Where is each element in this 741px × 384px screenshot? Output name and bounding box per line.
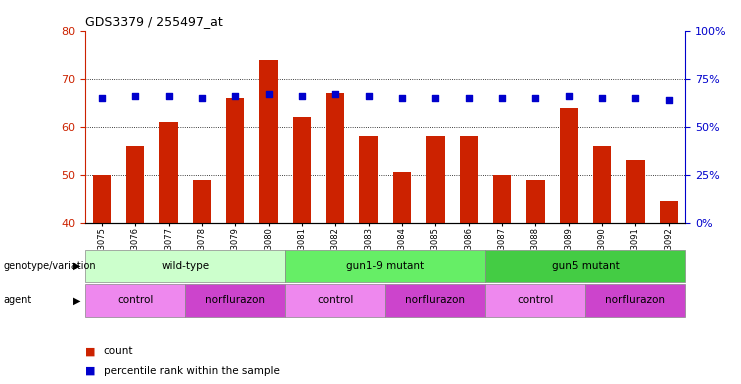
Text: ▶: ▶	[73, 261, 80, 271]
Text: wild-type: wild-type	[162, 261, 209, 271]
Text: control: control	[317, 295, 353, 306]
Text: genotype/variation: genotype/variation	[4, 261, 96, 271]
Bar	[593, 146, 611, 223]
Text: percentile rank within the sample: percentile rank within the sample	[104, 366, 279, 376]
Bar	[226, 98, 245, 223]
Point	[329, 91, 341, 97]
Point	[529, 95, 541, 101]
Bar	[159, 122, 178, 223]
Point	[462, 95, 474, 101]
Bar	[359, 136, 378, 223]
Bar	[526, 180, 545, 223]
Bar	[459, 136, 478, 223]
Bar	[326, 93, 345, 223]
Text: norflurazon: norflurazon	[605, 295, 665, 306]
Bar	[393, 172, 411, 223]
Text: norflurazon: norflurazon	[405, 295, 465, 306]
Bar	[659, 201, 678, 223]
Point	[196, 95, 207, 101]
Bar	[559, 108, 578, 223]
Text: ■: ■	[85, 366, 96, 376]
Text: control: control	[117, 295, 153, 306]
Point	[296, 93, 308, 99]
Point	[663, 97, 675, 103]
Point	[262, 91, 274, 97]
Point	[362, 93, 374, 99]
Text: ▶: ▶	[73, 295, 80, 306]
Text: control: control	[517, 295, 554, 306]
Point	[96, 95, 108, 101]
Point	[630, 95, 642, 101]
Point	[496, 95, 508, 101]
Bar	[126, 146, 144, 223]
Bar	[293, 117, 311, 223]
Point	[596, 95, 608, 101]
Bar	[626, 161, 645, 223]
Point	[396, 95, 408, 101]
Bar	[493, 175, 511, 223]
Bar	[93, 175, 111, 223]
Text: ■: ■	[85, 346, 96, 356]
Text: GDS3379 / 255497_at: GDS3379 / 255497_at	[85, 15, 223, 28]
Point	[130, 93, 142, 99]
Bar	[259, 60, 278, 223]
Text: gun1-9 mutant: gun1-9 mutant	[346, 261, 425, 271]
Point	[162, 93, 175, 99]
Text: norflurazon: norflurazon	[205, 295, 265, 306]
Text: gun5 mutant: gun5 mutant	[551, 261, 619, 271]
Text: agent: agent	[4, 295, 32, 306]
Point	[229, 93, 241, 99]
Point	[563, 93, 575, 99]
Bar	[426, 136, 445, 223]
Point	[429, 95, 441, 101]
Bar	[193, 180, 211, 223]
Text: count: count	[104, 346, 133, 356]
